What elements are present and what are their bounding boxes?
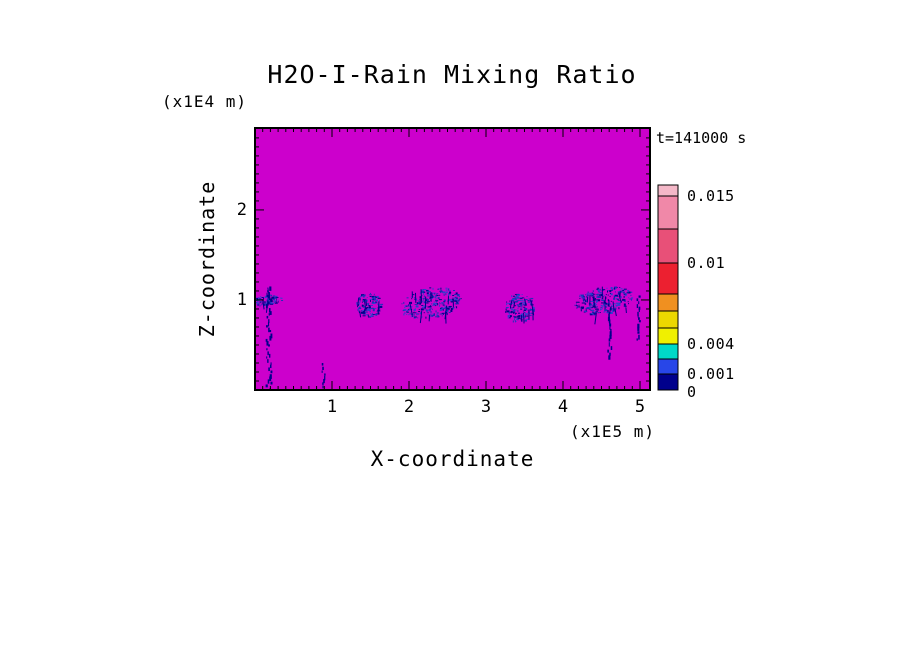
x-axis-label: X-coordinate xyxy=(370,447,535,471)
chart-title: H2O-I-Rain Mixing Ratio xyxy=(267,60,637,89)
y-axis-units: (x1E4 m) xyxy=(162,92,248,111)
timestamp-label: t=141000 s xyxy=(656,129,747,147)
x-axis-units: (x1E5 m) xyxy=(569,422,655,441)
rain-speckles xyxy=(255,286,641,390)
heatmap-field xyxy=(255,128,650,390)
plot-frame xyxy=(254,127,651,391)
colorbar xyxy=(657,184,679,391)
